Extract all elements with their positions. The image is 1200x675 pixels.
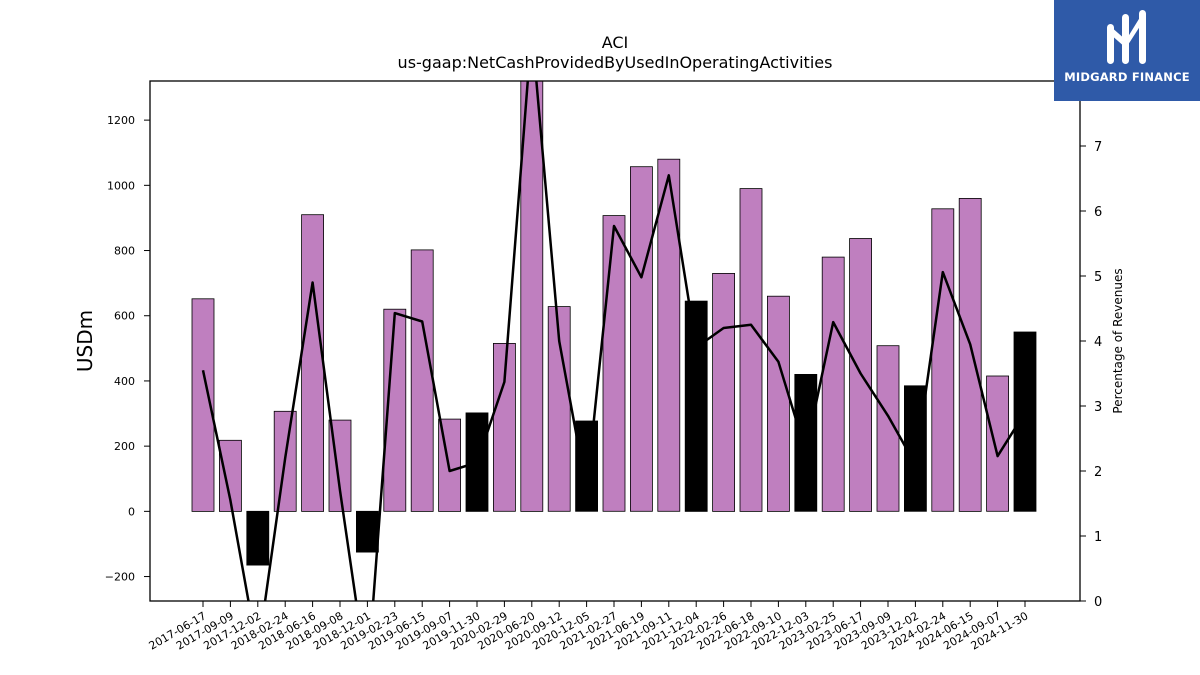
y2-axis-label: Percentage of Revenues [1111,268,1125,413]
bar [492,342,516,512]
bar [520,81,544,512]
chart-title: ACI [602,33,629,52]
y2-tick-label: 0 [1094,595,1102,610]
y2-tick-label: 4 [1094,335,1102,350]
y-axis-label: USDm [73,310,97,372]
y-tick-label: 0 [128,505,135,518]
bar [1013,331,1037,512]
bar [602,215,626,512]
y-tick-label: 800 [114,245,135,258]
bar [191,298,215,512]
y2-tick-label: 1 [1094,530,1102,545]
bar [383,308,407,512]
y-tick-label: 1200 [107,114,135,127]
bar [246,510,270,566]
bar [712,272,735,512]
y2-tick-label: 2 [1094,465,1102,480]
y-tick-label: 600 [114,310,135,323]
series-line [201,81,1027,601]
y2-tick-label: 6 [1094,205,1102,220]
bar [821,256,845,512]
bar [355,510,379,553]
bar [301,214,325,512]
bar [547,306,571,512]
bar [657,158,681,512]
bar [630,166,653,512]
bar [931,208,955,512]
bar [218,439,242,512]
y2-tick-label: 3 [1094,400,1102,415]
midgard-logo-icon [1107,10,1146,64]
brand-logo: MIDGARD FINANCE [1054,0,1200,101]
plot-area [191,81,1037,601]
y-tick-label: 1000 [107,179,135,192]
bar [684,300,708,512]
y2-tick-label: 7 [1094,140,1102,155]
bar [767,295,790,512]
bar [794,373,818,512]
bar [410,249,434,512]
chart-subtitle: us-gaap:NetCashProvidedByUsedInOperating… [398,53,833,72]
bar [986,375,1009,512]
y-tick-label: −200 [105,571,135,584]
bar [739,188,763,512]
brand-name: MIDGARD FINANCE [1064,70,1190,84]
y-tick-label: 200 [114,440,135,453]
bar [876,345,900,512]
bar [575,420,598,512]
bar [958,197,982,512]
y-tick-label: 400 [114,375,135,388]
y2-tick-label: 5 [1094,270,1102,285]
